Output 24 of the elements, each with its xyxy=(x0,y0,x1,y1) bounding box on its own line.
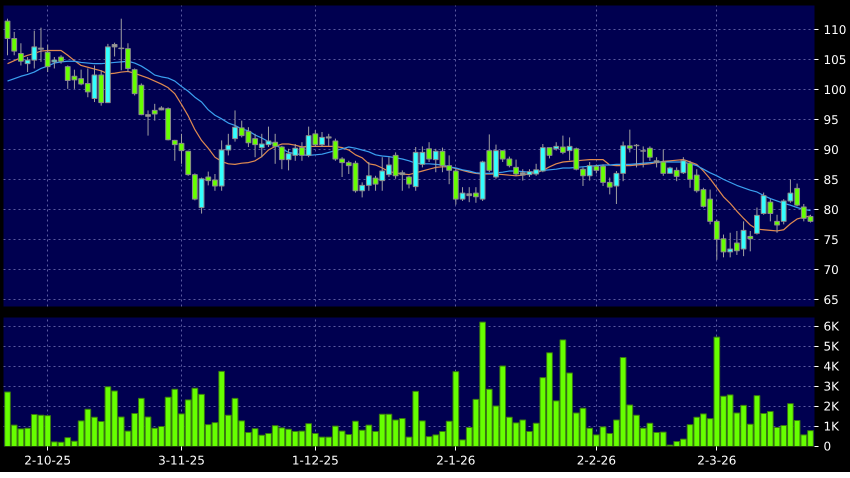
y-tick-label: 70 xyxy=(824,262,839,277)
y-tick-label: 6K xyxy=(824,319,840,334)
y-tick-label: 0 xyxy=(824,440,832,454)
y-tick-label: 85 xyxy=(824,172,839,187)
y-tick-label: 65 xyxy=(824,292,839,307)
candlestick xyxy=(754,207,760,236)
x-tick-label: 1-12-25 xyxy=(292,454,339,468)
y-tick-label: 3K xyxy=(824,379,840,394)
y-tick-label: 100 xyxy=(824,82,846,97)
y-tick-label: 90 xyxy=(824,142,839,157)
y-tick-label: 1K xyxy=(824,419,840,434)
x-tick-label: 2-10-25 xyxy=(24,454,72,468)
y-tick-label: 110 xyxy=(824,22,846,37)
y-tick-label: 4K xyxy=(824,359,840,374)
x-tick-label: 2-3-26 xyxy=(697,454,736,468)
y-tick-label: 2K xyxy=(824,399,840,414)
y-tick-label: 105 xyxy=(824,52,846,67)
x-tick-label: 2-2-26 xyxy=(576,454,616,468)
x-tick-label: 2-1-26 xyxy=(436,454,476,468)
y-tick-label: 80 xyxy=(824,202,839,217)
y-tick-label: 5K xyxy=(824,339,840,354)
y-tick-label: 75 xyxy=(824,232,839,247)
y-tick-label: 95 xyxy=(824,112,839,127)
x-tick-label: 3-11-25 xyxy=(158,454,205,468)
